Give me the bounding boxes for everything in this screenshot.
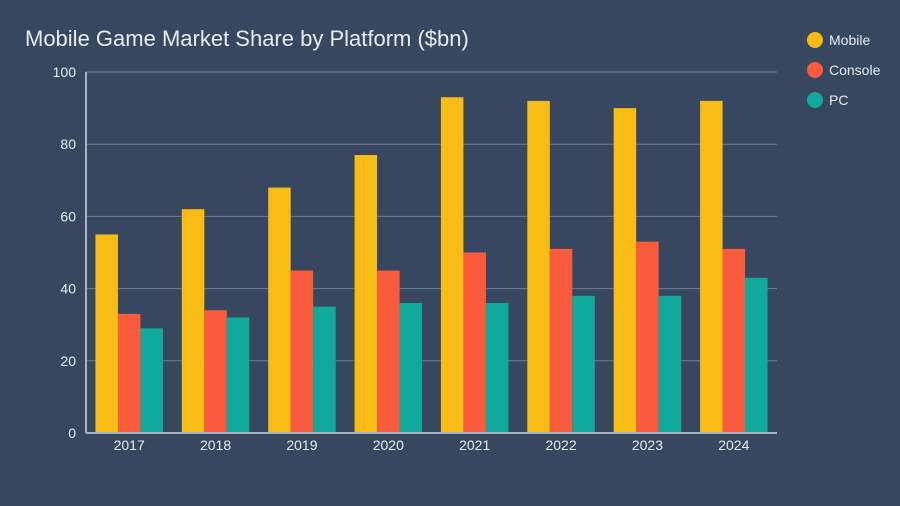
y-tick-label: 40 (60, 281, 76, 297)
bar-pc-2019 (313, 306, 336, 433)
bar-pc-2018 (226, 317, 250, 433)
bar-console-2018 (204, 310, 227, 433)
legend-label: PC (829, 92, 849, 108)
bar-pc-2020 (399, 303, 423, 433)
bar-console-2023 (636, 241, 659, 433)
bar-mobile-2019 (268, 187, 291, 433)
bar-console-2024 (722, 248, 746, 433)
x-tick-label: 2018 (200, 437, 231, 453)
legend-item-console: Console (807, 55, 880, 85)
x-tick-label: 2023 (632, 437, 663, 453)
bar-pc-2022 (572, 295, 595, 433)
legend: Mobile Console PC (807, 25, 880, 115)
x-tick-label: 2021 (459, 437, 490, 453)
y-tick-label: 0 (68, 425, 76, 441)
legend-swatch (807, 92, 823, 108)
legend-swatch (807, 62, 823, 78)
bar-pc-2024 (745, 277, 768, 433)
bar-mobile-2021 (440, 97, 464, 434)
y-tick-label: 100 (53, 64, 77, 80)
x-tick-label: 2017 (114, 437, 145, 453)
bar-mobile-2017 (95, 234, 118, 433)
bar-console-2022 (549, 248, 573, 433)
bar-pc-2021 (485, 303, 509, 433)
legend-item-mobile: Mobile (807, 25, 880, 55)
legend-label: Console (829, 62, 881, 78)
bar-console-2019 (290, 270, 314, 433)
x-tick-label: 2019 (286, 437, 317, 453)
bar-console-2017 (117, 313, 141, 433)
y-tick-label: 80 (60, 136, 76, 152)
bar-pc-2017 (140, 328, 163, 433)
y-tick-label: 60 (60, 208, 76, 224)
x-tick-label: 2020 (373, 437, 404, 453)
bar-console-2021 (463, 252, 486, 433)
chart-title: Mobile Game Market Share by Platform ($b… (25, 26, 469, 51)
bar-mobile-2018 (181, 209, 205, 433)
bar-mobile-2022 (527, 100, 550, 433)
x-tick-label: 2024 (718, 437, 749, 453)
y-tick-label: 20 (60, 353, 76, 369)
bar-pc-2023 (658, 295, 682, 433)
x-tick-label: 2022 (545, 437, 576, 453)
bar-mobile-2023 (613, 108, 637, 433)
legend-swatch (807, 32, 823, 48)
bar-mobile-2020 (354, 155, 378, 433)
legend-item-pc: PC (807, 85, 880, 115)
legend-label: Mobile (829, 32, 871, 48)
bar-mobile-2024 (700, 100, 723, 433)
bar-console-2020 (377, 270, 400, 433)
